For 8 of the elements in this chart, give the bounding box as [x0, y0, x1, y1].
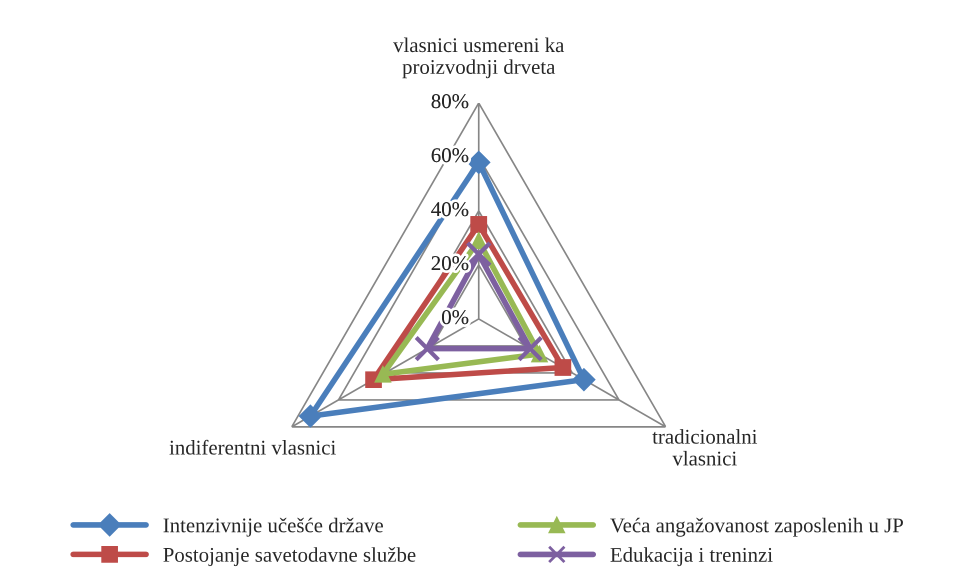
spoke-label: tradicionalni vlasnici — [652, 429, 758, 466]
spoke-label: vlasnici usmereni ka proizvodnji drveta — [393, 38, 564, 78]
legend-label: Edukacija i treninzi — [610, 547, 773, 566]
legend-label: Intenzivnije učešće države — [164, 518, 383, 537]
legend-label: Veća angažovanost zaposlenih u JP — [610, 518, 903, 537]
y-tick-label: 80% — [432, 94, 468, 108]
legend-label: Postojanje savetodavne službe — [163, 547, 416, 566]
spoke-label: indiferentni vlasnici — [169, 440, 336, 455]
